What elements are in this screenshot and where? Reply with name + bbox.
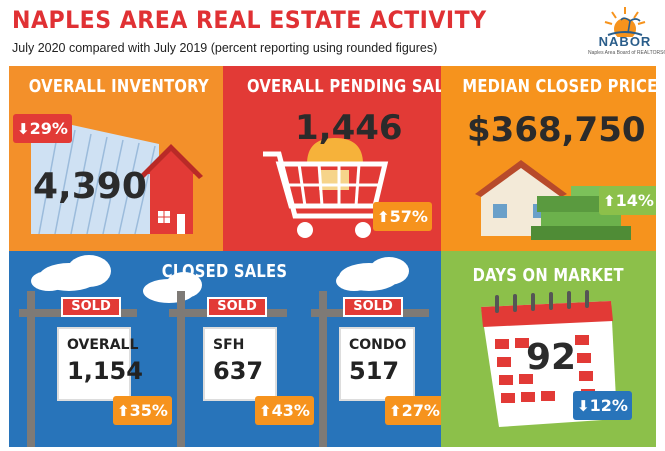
shopping-cart-icon — [263, 138, 389, 238]
closed-condo-board: CONDO 517 — [339, 327, 415, 401]
sun-palm-icon — [604, 7, 646, 40]
down-arrow-icon: ⬇ — [17, 120, 30, 138]
sign-post — [27, 291, 35, 447]
sold-label: SOLD — [343, 297, 403, 317]
inventory-heading: OVERALL INVENTORY — [28, 76, 209, 97]
up-arrow-icon: ⬆ — [259, 402, 272, 420]
days-change-badge: ⬇12% — [573, 391, 632, 420]
closed-overall-change-badge: ⬆35% — [113, 396, 172, 425]
logo-subtext: Naples Area Board of REALTORS® — [588, 50, 665, 56]
median-price-panel: MEDIAN CLOSED PRICE $368,750 ⬆14% — [441, 66, 656, 251]
page-title: NAPLES AREA REAL ESTATE ACTIVITY — [12, 6, 487, 34]
up-arrow-icon: ⬆ — [603, 192, 616, 210]
median-heading: MEDIAN CLOSED PRICE — [462, 76, 656, 97]
closed-condo-label: CONDO — [349, 337, 407, 353]
down-arrow-icon: ⬇ — [577, 397, 590, 415]
page-subtitle: July 2020 compared with July 2019 (perce… — [12, 41, 438, 55]
up-arrow-icon: ⬆ — [117, 402, 130, 420]
closed-overall-board: OVERALL 1,154 — [57, 327, 143, 401]
sold-label: SOLD — [207, 297, 267, 317]
closed-condo-value: 517 — [349, 357, 400, 385]
inventory-value: 4,390 — [33, 166, 147, 207]
closed-sfh-change-badge: ⬆43% — [255, 396, 314, 425]
house-money-icon — [475, 160, 631, 240]
pending-heading: OVERALL PENDING SALES — [246, 76, 441, 97]
median-change-badge: ⬆14% — [599, 186, 656, 215]
pending-sales-panel: OVERALL PENDING SALES 1,446 ⬆57% — [223, 66, 441, 251]
median-value: $368,750 — [467, 110, 646, 150]
days-on-market-panel: DAYS ON MARKET 92 ⬇12% — [441, 251, 656, 447]
logo-text: NABOR — [598, 34, 652, 49]
closed-sfh-value: 637 — [213, 357, 264, 385]
days-heading: DAYS ON MARKET — [472, 265, 625, 286]
up-arrow-icon: ⬆ — [389, 402, 402, 420]
closed-sales-panel: CLOSED SALES SOLD OVERALL 1,154 ⬆35% SOL… — [9, 251, 441, 447]
pending-value: 1,446 — [295, 108, 403, 148]
up-arrow-icon: ⬆ — [377, 208, 390, 226]
closed-overall-label: OVERALL — [67, 337, 139, 353]
sign-post — [177, 291, 185, 447]
inventory-change-badge: ⬇29% — [13, 114, 72, 143]
nabor-logo: NABOR Naples Area Board of REALTORS® — [588, 3, 665, 61]
closed-sfh-board: SFH 637 — [203, 327, 277, 401]
inventory-building-illustration — [31, 116, 203, 235]
pending-change-badge: ⬆57% — [373, 202, 432, 231]
closed-overall-value: 1,154 — [67, 357, 143, 385]
closed-condo-change-badge: ⬆27% — [385, 396, 441, 425]
inventory-panel: OVERALL INVENTORY ⬇29% 4,390 — [9, 66, 223, 251]
closed-sfh-label: SFH — [213, 337, 245, 353]
sold-label: SOLD — [61, 297, 121, 317]
sign-post — [319, 291, 327, 447]
clouds-decoration — [31, 255, 409, 303]
days-value: 92 — [526, 337, 577, 378]
